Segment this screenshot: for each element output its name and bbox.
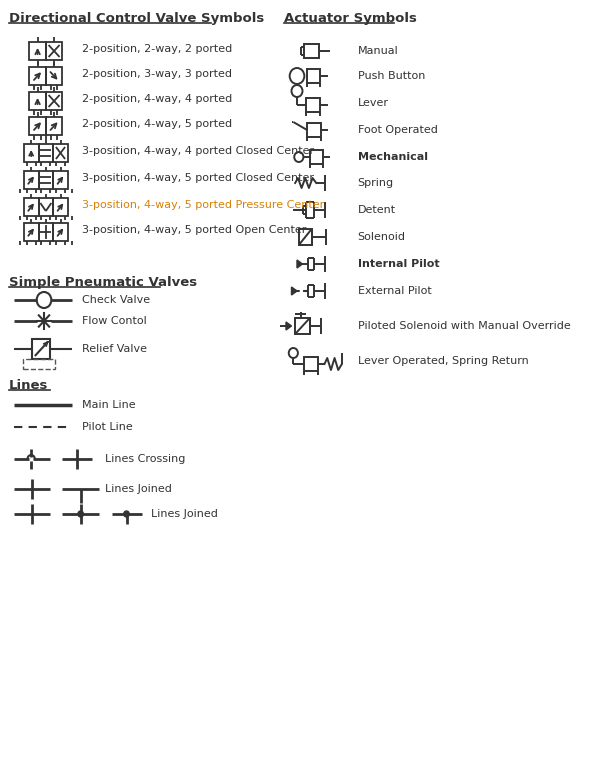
Bar <box>299 229 311 245</box>
Bar <box>307 123 321 137</box>
Bar <box>38 171 53 189</box>
Bar <box>38 223 53 241</box>
Text: Relief Valve: Relief Valve <box>83 344 148 354</box>
Text: Foot Operated: Foot Operated <box>358 125 437 135</box>
Text: 3-position, 4-way, 5 ported Closed Center: 3-position, 4-way, 5 ported Closed Cente… <box>83 173 314 183</box>
Bar <box>53 144 68 162</box>
Bar <box>304 44 319 58</box>
Bar <box>53 198 68 216</box>
Text: Solenoid: Solenoid <box>358 232 406 242</box>
Text: 2-position, 4-way, 4 ported: 2-position, 4-way, 4 ported <box>83 94 233 104</box>
Text: 2-position, 3-way, 3 ported: 2-position, 3-way, 3 ported <box>83 69 233 79</box>
Text: 2-position, 2-way, 2 ported: 2-position, 2-way, 2 ported <box>83 44 233 54</box>
Bar <box>306 98 320 112</box>
Polygon shape <box>292 287 297 295</box>
Bar <box>24 223 38 241</box>
Text: Lines Joined: Lines Joined <box>151 509 218 519</box>
Text: Lines Crossing: Lines Crossing <box>106 454 186 464</box>
Text: Actuator Symbols: Actuator Symbols <box>284 12 417 25</box>
Text: Manual: Manual <box>358 46 398 56</box>
Bar <box>304 357 318 371</box>
Circle shape <box>124 511 129 517</box>
Bar <box>32 339 50 359</box>
Text: Directional Control Valve Symbols: Directional Control Valve Symbols <box>9 12 265 25</box>
Bar <box>46 92 62 110</box>
Text: Detent: Detent <box>358 205 395 215</box>
Text: External Pilot: External Pilot <box>358 286 431 296</box>
Text: Flow Contol: Flow Contol <box>83 316 147 326</box>
Text: 3-position, 4-way, 5 ported Open Center: 3-position, 4-way, 5 ported Open Center <box>83 225 307 235</box>
Text: Spring: Spring <box>358 178 394 188</box>
Bar <box>29 117 46 135</box>
Bar <box>24 144 38 162</box>
Bar <box>23 359 55 369</box>
Text: Lines: Lines <box>9 379 49 392</box>
Text: Check Valve: Check Valve <box>83 295 151 305</box>
Bar <box>29 67 46 85</box>
Text: 3-position, 4-way, 4 ported Closed Center: 3-position, 4-way, 4 ported Closed Cente… <box>83 146 314 156</box>
Bar <box>29 42 46 60</box>
Bar <box>24 171 38 189</box>
Text: Simple Pneumatic Valves: Simple Pneumatic Valves <box>9 276 197 289</box>
Polygon shape <box>286 322 292 330</box>
Bar <box>46 42 62 60</box>
Text: Internal Pilot: Internal Pilot <box>358 259 439 269</box>
Text: 3-position, 4-way, 5 ported Pressure Center: 3-position, 4-way, 5 ported Pressure Cen… <box>83 200 325 210</box>
Text: Piloted Solenoid with Manual Override: Piloted Solenoid with Manual Override <box>358 321 570 331</box>
Text: Push Button: Push Button <box>358 71 425 81</box>
Text: Lines Joined: Lines Joined <box>106 484 172 494</box>
Polygon shape <box>297 260 302 268</box>
Bar <box>295 318 310 334</box>
Bar <box>38 198 53 216</box>
Text: Main Line: Main Line <box>83 400 136 410</box>
Text: Mechanical: Mechanical <box>358 152 428 162</box>
Circle shape <box>78 511 83 517</box>
Bar <box>310 150 323 164</box>
Bar <box>53 223 68 241</box>
Bar <box>38 144 53 162</box>
Bar <box>46 117 62 135</box>
Text: Lever: Lever <box>358 98 389 108</box>
Bar <box>24 198 38 216</box>
Bar <box>46 67 62 85</box>
Text: Lever Operated, Spring Return: Lever Operated, Spring Return <box>358 356 528 366</box>
Bar <box>29 92 46 110</box>
Text: Pilot Line: Pilot Line <box>83 422 133 432</box>
Bar <box>307 69 320 83</box>
Text: 2-position, 4-way, 5 ported: 2-position, 4-way, 5 ported <box>83 119 233 129</box>
Bar <box>53 171 68 189</box>
